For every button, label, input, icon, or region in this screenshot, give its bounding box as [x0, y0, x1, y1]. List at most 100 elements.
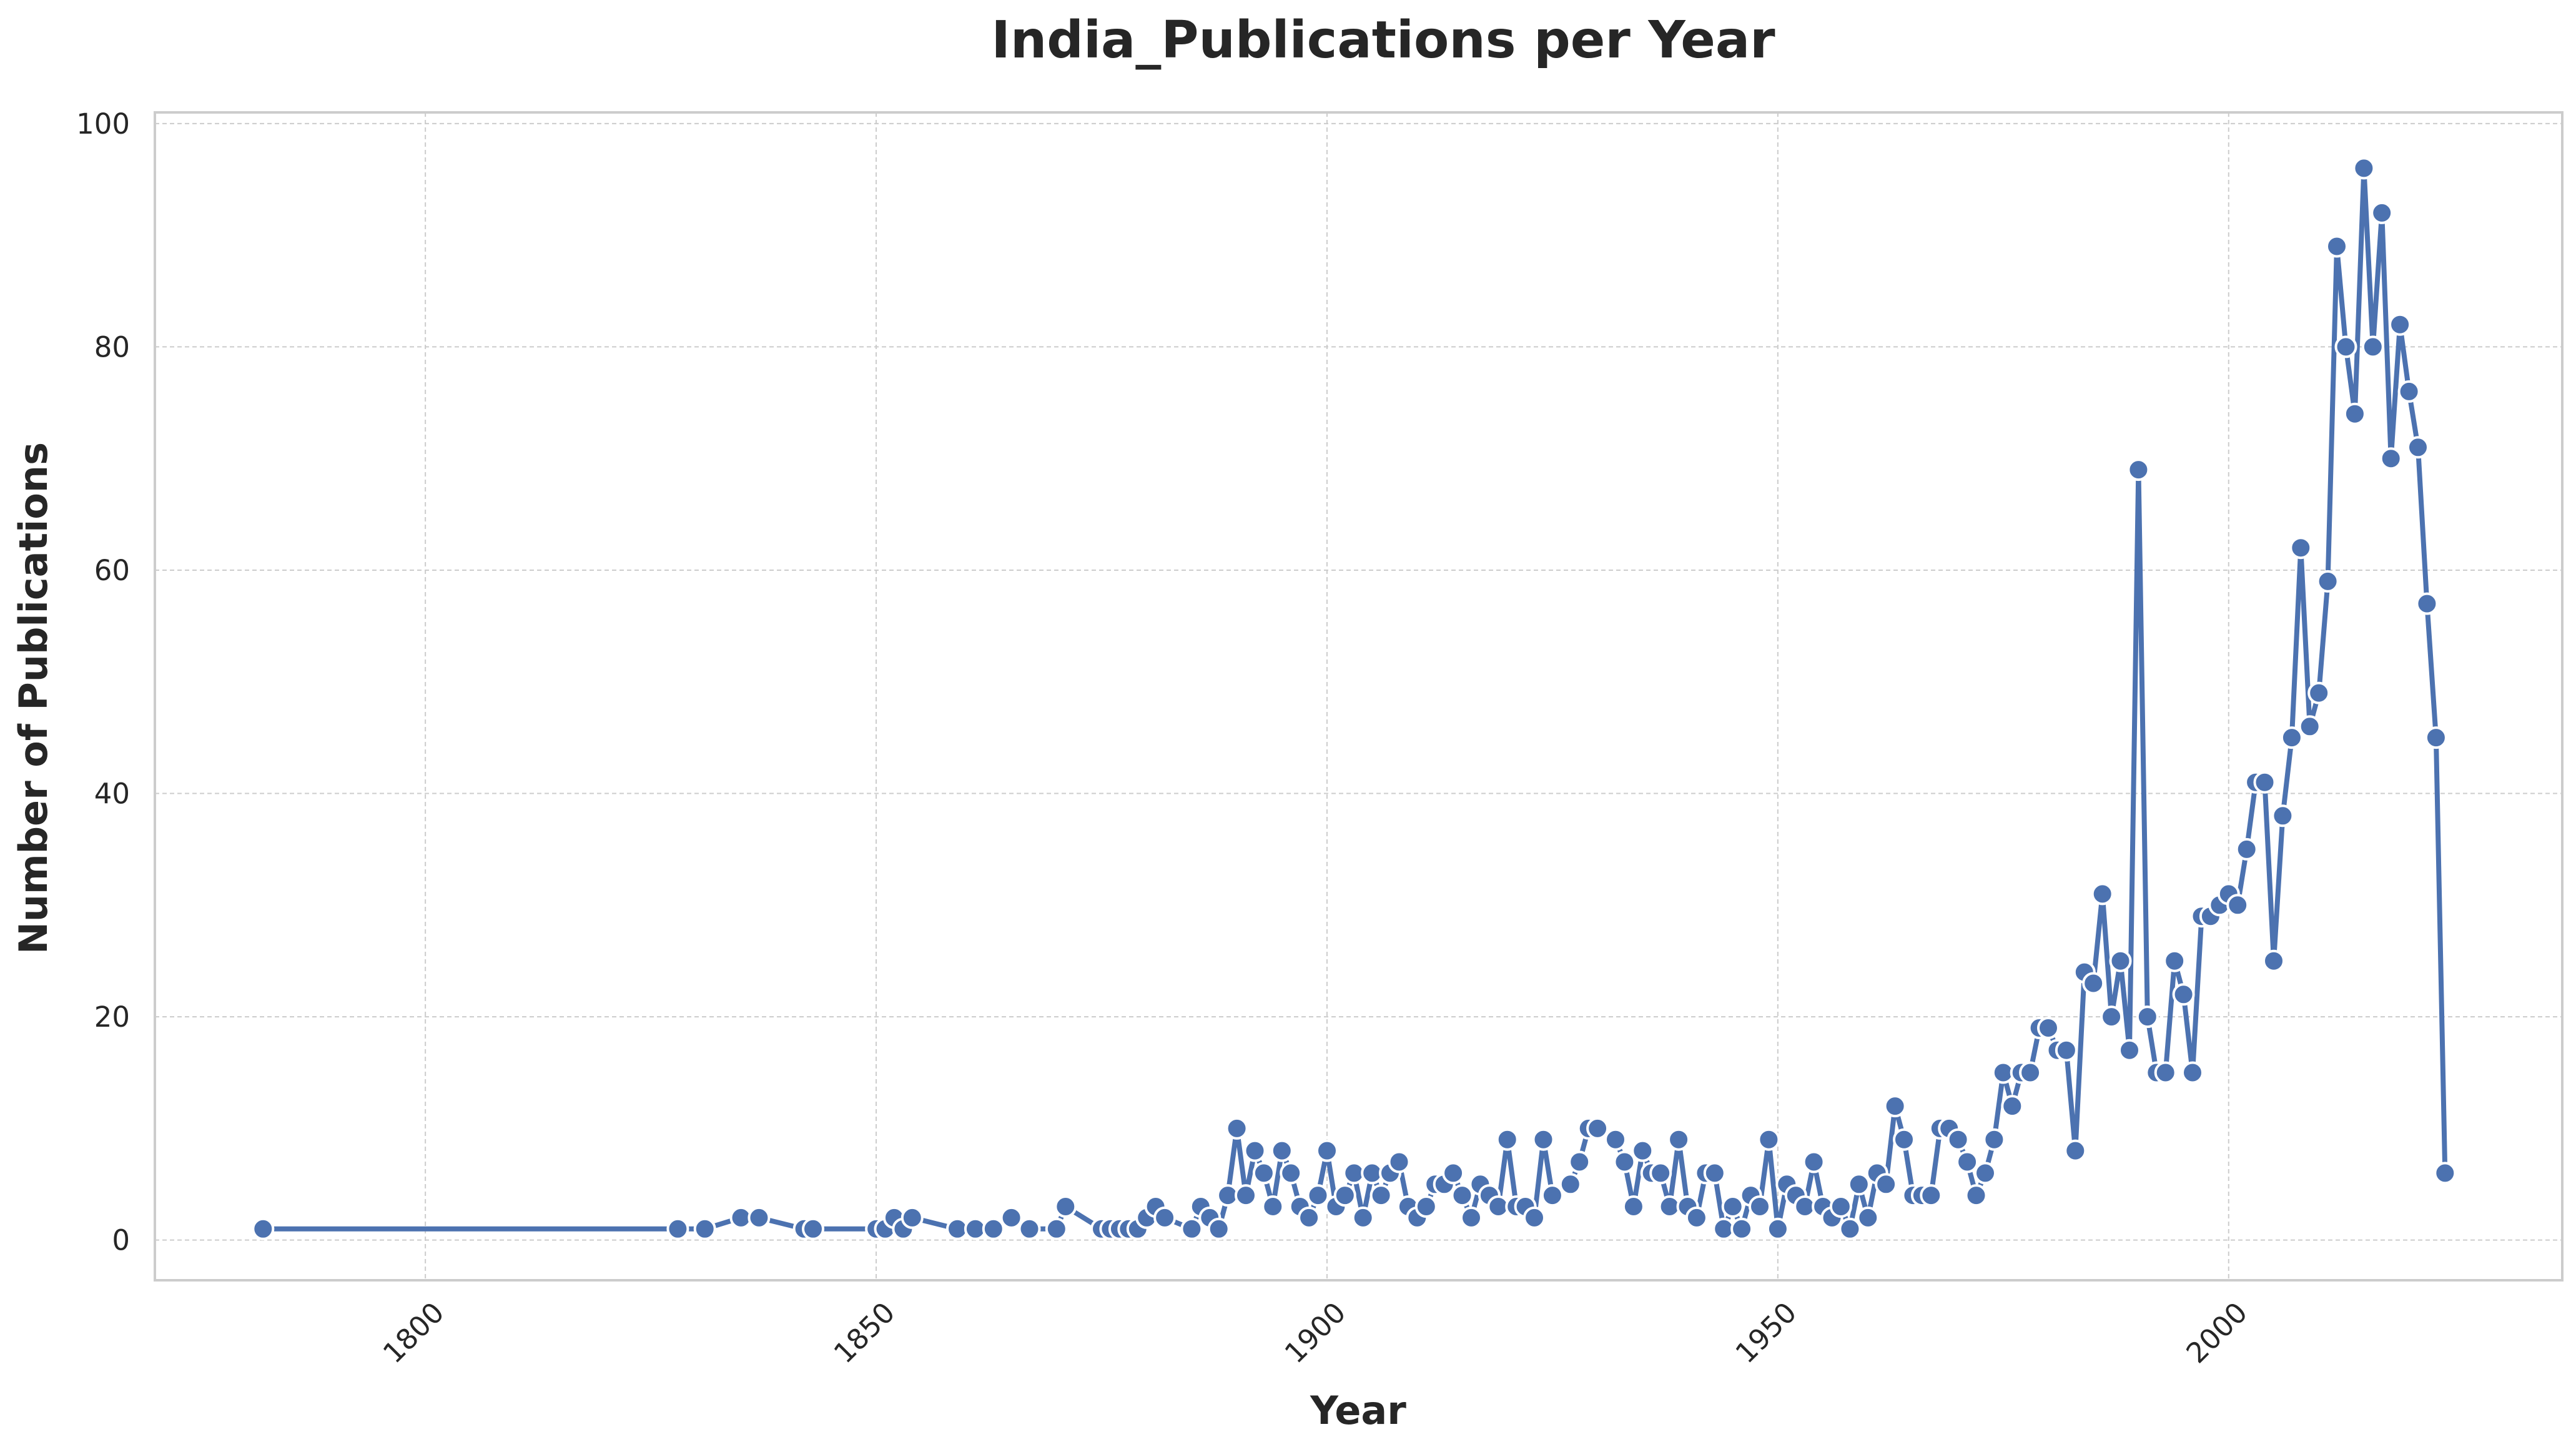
data-point: [1306, 1184, 1330, 1207]
data-point: [1532, 1128, 1555, 1151]
data-point: [2271, 804, 2294, 827]
data-point: [2064, 1139, 2087, 1162]
data-point: [2154, 1061, 2177, 1084]
data-point: [1523, 1206, 1546, 1229]
data-point: [1883, 1095, 1907, 1118]
data-point: [1351, 1206, 1374, 1229]
data-point: [1054, 1195, 1077, 1218]
data-point: [2118, 1039, 2141, 1062]
data-point: [1369, 1184, 1393, 1207]
data-point: [2136, 1005, 2159, 1029]
data-point: [1631, 1139, 1654, 1162]
data-point: [1685, 1206, 1708, 1229]
data-point: [901, 1206, 924, 1229]
plot-frame: [154, 111, 2564, 1282]
data-point: [1766, 1217, 1789, 1240]
data-point: [2037, 1017, 2060, 1039]
data-point: [1649, 1162, 1672, 1185]
chart-title: India_Publications per Year: [991, 11, 1775, 70]
data-point: [1252, 1162, 1275, 1185]
data-point: [1496, 1128, 1519, 1151]
data-point: [2352, 157, 2376, 180]
data-point: [2091, 882, 2114, 906]
data-point: [748, 1206, 771, 1229]
data-point: [2172, 983, 2195, 1006]
data-point: [1829, 1195, 1852, 1218]
data-point: [2109, 949, 2132, 972]
data-point: [1893, 1128, 1915, 1151]
y-tick-label: 100: [76, 107, 130, 141]
data-point: [2424, 726, 2447, 749]
data-point: [982, 1217, 1005, 1240]
data-point: [666, 1217, 689, 1240]
data-point: [2416, 592, 2439, 615]
data-point: [1703, 1162, 1726, 1185]
data-point: [1153, 1206, 1177, 1229]
data-point: [2326, 235, 2348, 258]
data-point: [1947, 1128, 1970, 1151]
data-point: [1225, 1117, 1248, 1140]
y-tick-label: 0: [112, 1224, 130, 1257]
data-point: [802, 1217, 824, 1240]
gridlines: [155, 112, 2562, 1280]
y-tick-label: 80: [94, 330, 130, 363]
data-point: [1298, 1206, 1321, 1229]
data-point: [2235, 837, 2258, 861]
data-point: [1270, 1139, 1293, 1162]
data-point: [2263, 949, 2285, 972]
data-point: [1965, 1184, 1988, 1207]
data-point: [1207, 1217, 1230, 1240]
data-point: [1541, 1184, 1564, 1207]
data-point: [1000, 1206, 1023, 1229]
y-tick-label: 60: [94, 554, 130, 587]
data-point: [1442, 1162, 1465, 1185]
data-point: [1730, 1217, 1754, 1240]
data-point: [2253, 771, 2276, 794]
data-point: [1261, 1195, 1285, 1218]
data-point: [1559, 1173, 1582, 1196]
y-tick-label: 20: [94, 1000, 130, 1034]
data-point: [1243, 1139, 1266, 1162]
data-point: [1721, 1195, 1744, 1218]
data-point: [2389, 313, 2412, 336]
data-point: [1757, 1128, 1780, 1151]
data-point: [2001, 1095, 2024, 1118]
data-point: [1235, 1184, 1257, 1207]
data-point: [2316, 570, 2339, 593]
data-point: [1180, 1217, 1203, 1240]
data-point: [1802, 1150, 1825, 1173]
data-point: [2055, 1039, 2078, 1062]
data-point: [1333, 1184, 1356, 1207]
data-point: [1316, 1139, 1338, 1162]
data-point: [1920, 1184, 1943, 1207]
data-point: [2019, 1061, 2042, 1084]
y-tick-label: 40: [94, 778, 130, 811]
data-point: [1667, 1128, 1690, 1151]
data-point: [2379, 447, 2402, 470]
data-point: [2407, 436, 2429, 459]
data-point: [2361, 335, 2384, 358]
data-point: [1974, 1162, 1996, 1185]
data-point: [1460, 1206, 1483, 1229]
series-layer: [252, 157, 2457, 1240]
data-point: [1956, 1150, 1979, 1173]
data-point: [2334, 335, 2357, 358]
data-point: [1622, 1195, 1645, 1218]
data-point: [2280, 726, 2303, 749]
data-point: [2298, 715, 2321, 738]
data-point: [1604, 1128, 1627, 1151]
data-point: [1983, 1128, 2006, 1151]
data-point: [1018, 1217, 1041, 1240]
data-point: [1414, 1195, 1438, 1218]
data-point: [1388, 1150, 1411, 1173]
data-point: [2307, 681, 2331, 704]
x-axis-label: Year: [1310, 1388, 1406, 1433]
data-point: [1838, 1217, 1862, 1240]
data-point: [2371, 201, 2394, 224]
data-point: [1451, 1184, 1474, 1207]
data-point: [2082, 972, 2105, 995]
data-point: [2127, 458, 2150, 482]
y-axis-label: Number of Publications: [11, 442, 56, 954]
